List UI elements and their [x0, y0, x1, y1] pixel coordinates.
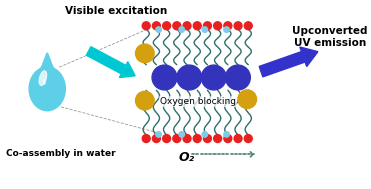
- Circle shape: [224, 135, 232, 143]
- Ellipse shape: [29, 67, 65, 111]
- Circle shape: [142, 135, 150, 143]
- Circle shape: [142, 22, 150, 30]
- Text: Upconverted
UV emission: Upconverted UV emission: [292, 26, 368, 48]
- Circle shape: [203, 135, 211, 143]
- Text: Co-assembly in water: Co-assembly in water: [6, 149, 115, 158]
- Circle shape: [173, 135, 181, 143]
- Circle shape: [183, 135, 191, 143]
- Text: Visible excitation: Visible excitation: [65, 6, 167, 16]
- FancyArrow shape: [259, 47, 318, 77]
- Circle shape: [173, 22, 181, 30]
- Circle shape: [152, 135, 160, 143]
- Circle shape: [179, 132, 184, 137]
- Polygon shape: [38, 53, 56, 77]
- Circle shape: [234, 22, 242, 30]
- Circle shape: [203, 22, 211, 30]
- Circle shape: [135, 44, 154, 63]
- Ellipse shape: [43, 79, 45, 84]
- Circle shape: [244, 22, 252, 30]
- Circle shape: [135, 91, 154, 110]
- Ellipse shape: [39, 71, 47, 85]
- Circle shape: [202, 132, 207, 137]
- Circle shape: [152, 22, 160, 30]
- Text: O₂: O₂: [179, 151, 195, 164]
- Circle shape: [179, 27, 184, 32]
- Circle shape: [156, 132, 161, 137]
- Circle shape: [201, 65, 226, 90]
- Circle shape: [177, 65, 202, 90]
- Circle shape: [224, 132, 229, 137]
- Circle shape: [202, 27, 207, 32]
- Circle shape: [156, 27, 161, 32]
- Circle shape: [224, 22, 232, 30]
- FancyArrow shape: [86, 47, 135, 77]
- Circle shape: [193, 22, 201, 30]
- Circle shape: [244, 135, 252, 143]
- Circle shape: [226, 65, 250, 90]
- Circle shape: [162, 135, 171, 143]
- Circle shape: [224, 27, 229, 32]
- Circle shape: [234, 135, 242, 143]
- Polygon shape: [38, 53, 56, 77]
- Circle shape: [214, 22, 221, 30]
- Circle shape: [152, 65, 177, 90]
- Circle shape: [214, 135, 221, 143]
- Circle shape: [183, 22, 191, 30]
- Text: Oxygen blocking: Oxygen blocking: [160, 97, 236, 106]
- Circle shape: [238, 90, 256, 108]
- Circle shape: [162, 22, 171, 30]
- Circle shape: [193, 135, 201, 143]
